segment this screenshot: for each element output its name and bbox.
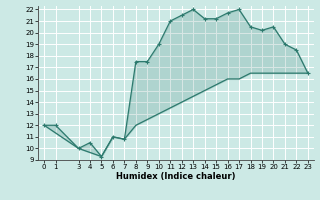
X-axis label: Humidex (Indice chaleur): Humidex (Indice chaleur) — [116, 172, 236, 181]
